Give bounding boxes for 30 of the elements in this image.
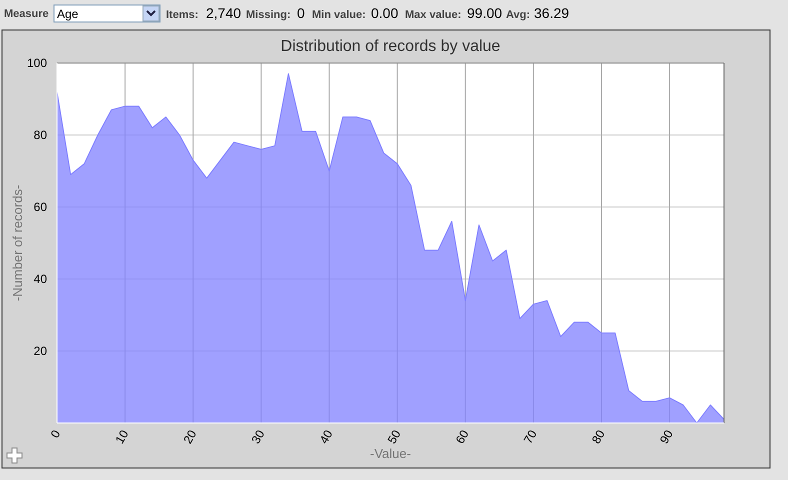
y-axis-title: -Number of records-	[10, 184, 25, 302]
text: Avg:	[506, 9, 530, 21]
text: 2,740	[206, 5, 242, 21]
x-tick-label: 70	[520, 427, 540, 446]
text: Missing:	[246, 9, 291, 21]
text: Max value:	[405, 9, 462, 21]
text: Items:	[166, 9, 198, 21]
x-tick-label: 0	[48, 427, 64, 440]
x-tick-label: 90	[656, 427, 676, 446]
y-tick-label: 100	[26, 56, 48, 70]
text: 0.00	[371, 5, 398, 21]
y-tick-label: 60	[34, 200, 48, 214]
text: 0	[297, 5, 305, 21]
y-tick-label: 20	[34, 344, 48, 358]
x-tick-label: 40	[316, 427, 336, 446]
x-axis-title: -Value-	[370, 446, 411, 461]
x-tick-label: 30	[248, 427, 268, 446]
x-tick-label: 20	[180, 427, 200, 446]
text: Age	[57, 7, 79, 21]
x-tick-label: 80	[588, 427, 608, 446]
x-tick-label: 10	[112, 427, 132, 446]
x-tick-label: 50	[384, 427, 404, 446]
x-tick-label: 60	[452, 427, 472, 446]
y-tick-label: 80	[34, 128, 48, 142]
text: Min value:	[312, 9, 366, 21]
chart-title: Distribution of records by value	[280, 38, 500, 55]
text: 36.29	[534, 5, 570, 21]
text: 99.00	[467, 5, 502, 21]
y-tick-label: 40	[34, 272, 48, 286]
text: Measure	[4, 8, 49, 20]
